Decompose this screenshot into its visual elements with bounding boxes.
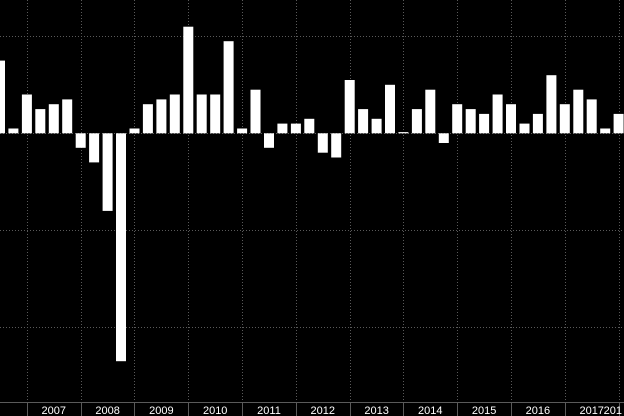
bar [264, 133, 274, 148]
bar [102, 133, 113, 211]
bar [89, 133, 100, 163]
bar [75, 133, 86, 148]
bar [62, 99, 73, 134]
x-tick-label: 2012 [311, 405, 335, 416]
bar [546, 75, 557, 134]
bar [358, 109, 369, 134]
x-tick-label: 2016 [526, 405, 550, 416]
bar [371, 118, 382, 134]
bar [425, 89, 436, 134]
bar [21, 94, 32, 134]
x-tick-label: 201 [604, 405, 622, 416]
bar [250, 89, 261, 134]
bar [385, 84, 395, 134]
bar [317, 133, 328, 153]
bar [0, 60, 5, 134]
x-tick-label: 2009 [149, 405, 173, 416]
bar [613, 113, 624, 134]
bar [573, 89, 584, 134]
bar [479, 113, 490, 134]
bar [452, 104, 463, 134]
bar [223, 41, 234, 134]
x-tick-label: 2014 [418, 405, 442, 416]
x-tick-label: 2013 [364, 405, 388, 416]
bar [237, 128, 248, 134]
bar [331, 133, 342, 158]
bar [156, 99, 167, 134]
bar [559, 104, 570, 134]
bar [290, 123, 301, 134]
bar [532, 113, 543, 134]
x-tick-label: 2011 [257, 405, 281, 416]
bar [210, 94, 221, 134]
bar [196, 94, 207, 134]
bar [277, 123, 288, 134]
bar [344, 80, 355, 134]
x-tick-label: 2007 [42, 405, 66, 416]
bar [142, 104, 153, 134]
bar [35, 109, 46, 134]
bar [492, 94, 503, 134]
bar [183, 26, 194, 134]
bar [519, 123, 530, 134]
x-tick-label: 2017 [579, 405, 603, 416]
bar [506, 104, 516, 134]
bar [304, 118, 315, 134]
x-tick-label: 2008 [95, 405, 119, 416]
bar [600, 128, 611, 134]
bar [398, 132, 409, 134]
bar [48, 104, 59, 134]
bar [129, 128, 140, 134]
bar [438, 133, 449, 143]
bar [586, 99, 597, 134]
x-tick-label: 2015 [472, 405, 496, 416]
x-tick-label: 2010 [203, 405, 227, 416]
bar [169, 94, 180, 134]
bar [8, 128, 19, 134]
bar [411, 109, 422, 134]
bar [116, 133, 126, 362]
bar [465, 109, 476, 134]
